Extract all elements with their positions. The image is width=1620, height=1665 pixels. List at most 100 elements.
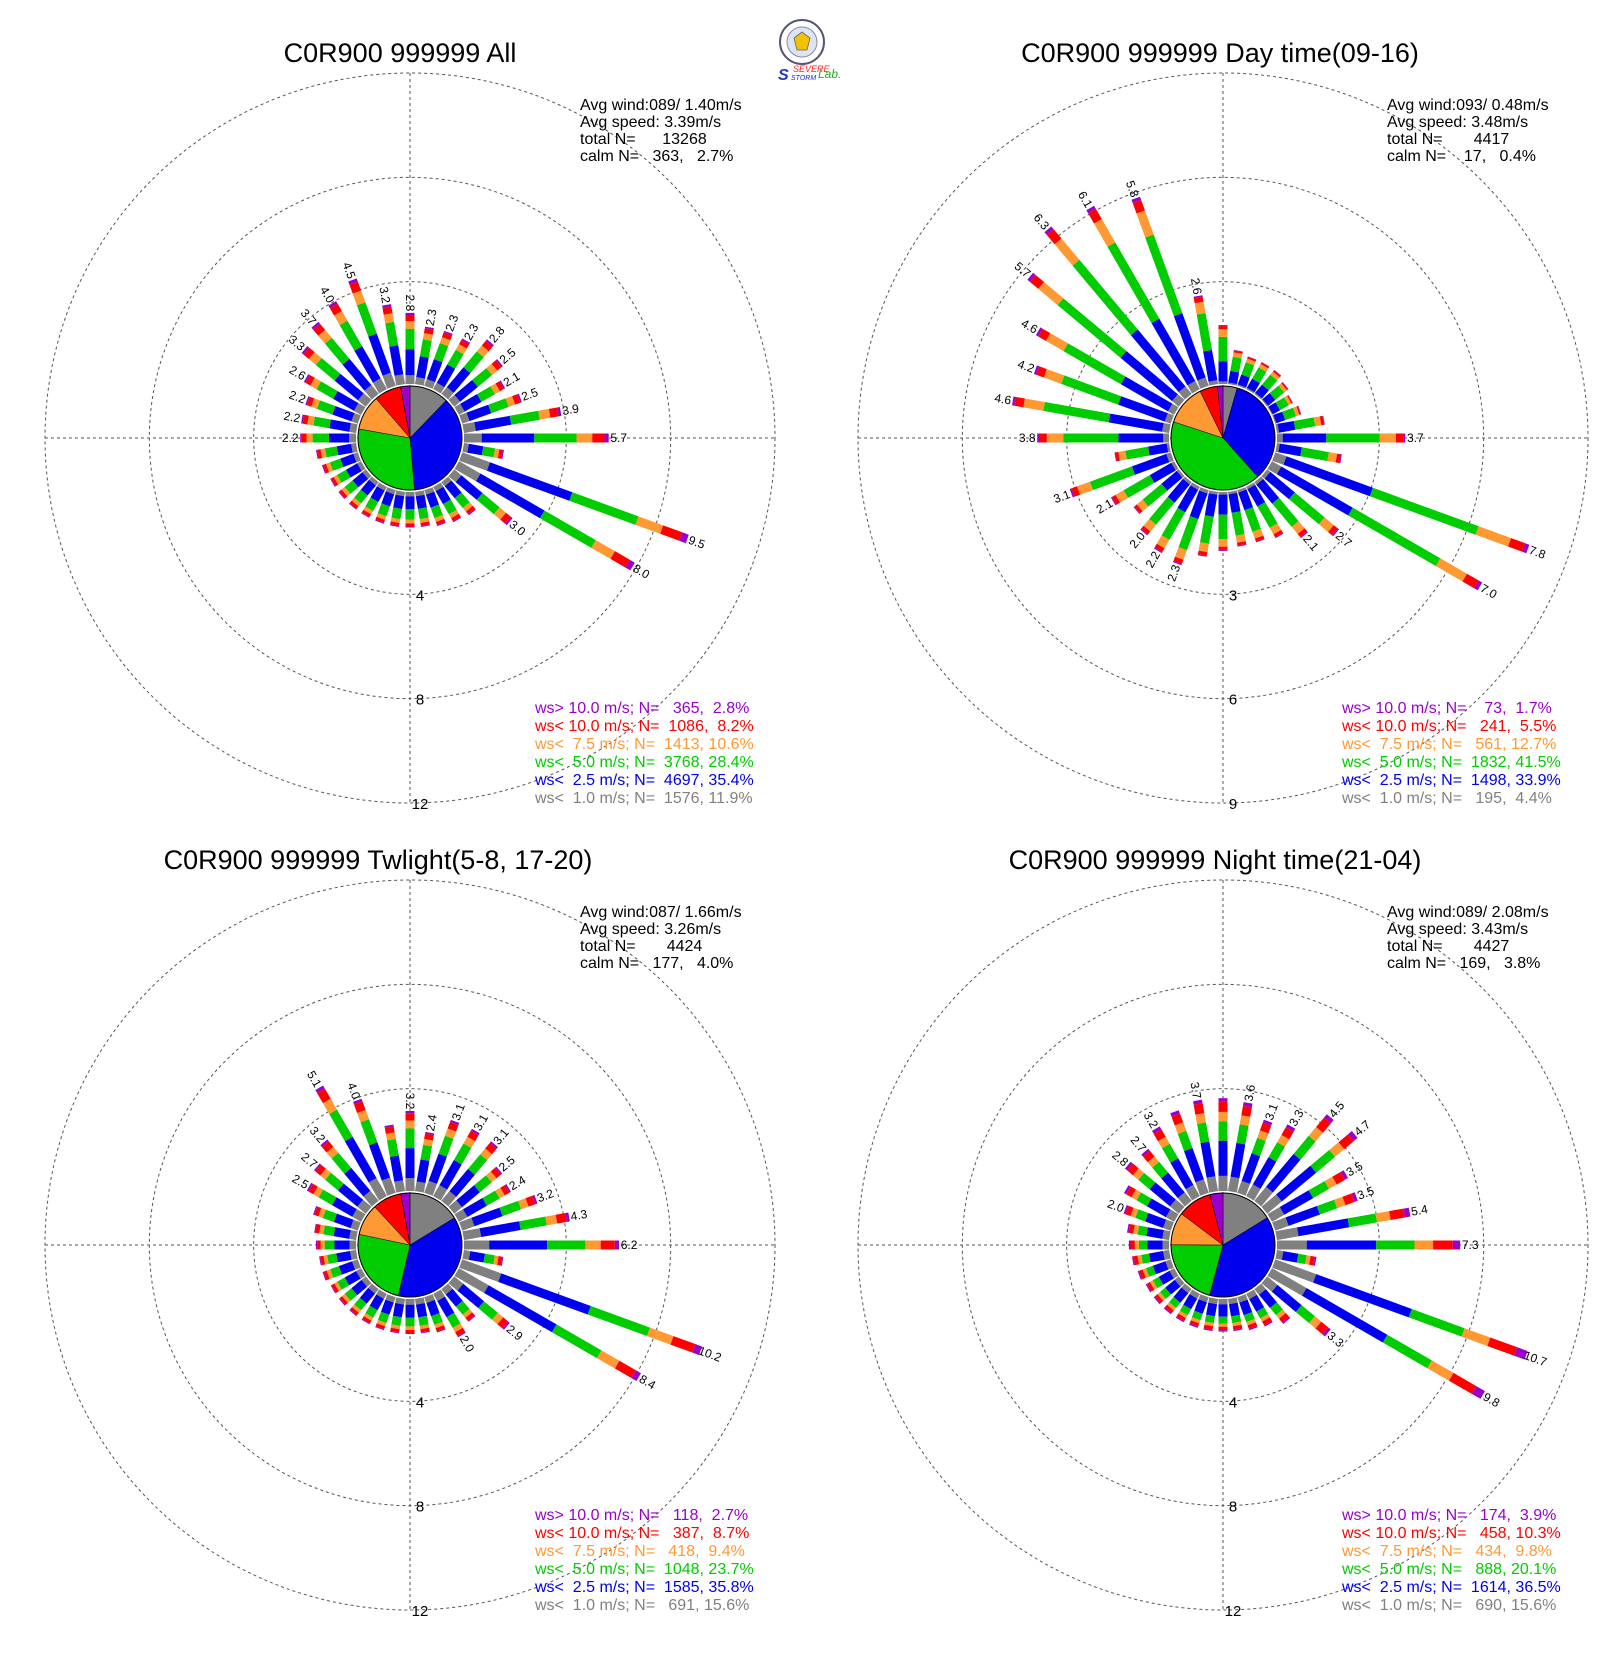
bar-segment xyxy=(1149,1182,1176,1207)
bar-segment xyxy=(1218,1304,1228,1317)
ring-label: 4 xyxy=(416,1394,424,1411)
bar-segment xyxy=(1163,1219,1174,1231)
bar-segment xyxy=(459,339,470,349)
bar-segment xyxy=(315,1224,321,1234)
legend-entry: ws< 5.0 m/s; N= 1832, 41.5% xyxy=(1341,754,1561,771)
direction-bar-270: 2.2 xyxy=(282,431,356,445)
bar-segment xyxy=(1123,1205,1129,1215)
bar-segment xyxy=(303,374,310,383)
bar-segment xyxy=(433,482,444,492)
bar-segment xyxy=(1282,1316,1291,1324)
bar-segment xyxy=(1089,466,1135,491)
bar-segment xyxy=(1323,1114,1334,1124)
bar-segment xyxy=(486,462,573,501)
bar-segment xyxy=(422,333,433,341)
bar-segment xyxy=(436,521,446,527)
bar-segment xyxy=(485,1143,497,1155)
bar-segment xyxy=(1161,507,1186,540)
bar-segment xyxy=(604,433,609,443)
bar-segment xyxy=(363,506,374,515)
legend-entry: ws< 7.5 m/s; N= 434, 9.8% xyxy=(1341,1543,1552,1560)
direction-bar-230 xyxy=(338,469,372,499)
direction-bar-170 xyxy=(1227,1297,1243,1332)
bar-segment xyxy=(433,1185,448,1201)
direction-bar-130: 2.7 xyxy=(1261,469,1355,550)
bar-segment xyxy=(1218,1140,1228,1176)
direction-bar-350: 3.7 xyxy=(1187,1081,1219,1193)
bar-segment xyxy=(323,1270,330,1281)
direction-bar-190 xyxy=(390,1297,406,1334)
direction-bar-70: 3.5 xyxy=(1272,1184,1376,1231)
bar-segment xyxy=(437,1296,455,1318)
direction-bar-170 xyxy=(1227,490,1247,547)
bar-segment xyxy=(313,323,326,336)
bar-segment xyxy=(1275,442,1280,453)
legend-entry: ws> 10.0 m/s; N= 365, 2.8% xyxy=(534,700,749,717)
bar-segment xyxy=(1262,393,1276,406)
bar-segment xyxy=(1149,462,1176,483)
bar-segment xyxy=(1218,1323,1228,1327)
bar-segment xyxy=(1322,415,1325,425)
bar-segment xyxy=(430,504,443,519)
bar-segment xyxy=(1167,478,1190,503)
direction-bar-10 xyxy=(1227,349,1243,386)
bar-segment xyxy=(1045,333,1068,352)
bar-segment xyxy=(1035,327,1043,337)
bar-segment xyxy=(450,1119,460,1125)
bar-segment xyxy=(1131,196,1142,203)
bar-segment xyxy=(1145,1213,1167,1228)
bar-segment xyxy=(328,301,338,309)
direction-bar-140 xyxy=(441,476,476,516)
bar-segment xyxy=(405,1329,415,1333)
legend-entry: ws> 10.0 m/s; N= 118, 2.7% xyxy=(534,1507,748,1524)
bar-segment xyxy=(1266,1153,1301,1193)
logo-emblem xyxy=(793,31,811,51)
bar-segment xyxy=(363,1190,379,1207)
bar-segment xyxy=(477,386,495,402)
bar-segment xyxy=(326,1269,334,1279)
bar-segment xyxy=(390,1324,401,1330)
ring-label: 4 xyxy=(416,587,424,604)
bar-segment xyxy=(1272,1217,1289,1231)
bar-segment xyxy=(376,482,387,491)
bar-segment xyxy=(457,1331,466,1338)
pie-slice xyxy=(357,428,415,491)
bar-segment xyxy=(1193,296,1204,304)
bar-segment xyxy=(329,303,342,316)
bar-segment xyxy=(389,1155,404,1182)
bar-segment xyxy=(1227,490,1238,495)
bar-segment xyxy=(1218,549,1228,551)
bar-segment xyxy=(1203,349,1218,382)
bar-segment xyxy=(1252,1157,1277,1189)
bar-segment xyxy=(1135,1209,1149,1222)
bar-segment xyxy=(456,1185,480,1208)
bar-segment xyxy=(1379,433,1396,443)
bar-segment xyxy=(323,463,330,474)
bar-segment xyxy=(1270,371,1280,381)
bar-segment xyxy=(1038,328,1051,341)
bar-segment xyxy=(519,1216,547,1230)
bar-segment xyxy=(1254,1186,1273,1207)
bar-segment xyxy=(597,1350,620,1369)
bar-segment xyxy=(1128,1224,1135,1234)
bar-segment xyxy=(481,446,496,458)
bar-segment xyxy=(1238,489,1253,511)
pie-outline xyxy=(1170,1192,1276,1298)
bar-segment xyxy=(489,1141,498,1149)
bar-segment xyxy=(369,476,379,486)
bar-segment xyxy=(362,1316,372,1324)
bar-segment xyxy=(337,469,351,483)
bar-segment xyxy=(416,1159,430,1183)
bar-segment xyxy=(314,1206,322,1217)
bar-segment xyxy=(419,517,430,523)
bar-segment xyxy=(424,379,436,389)
bar-segment xyxy=(326,1146,339,1159)
bar-segment xyxy=(1433,1240,1453,1250)
stats-line: total N= 4424 xyxy=(580,938,702,955)
bar-segment xyxy=(433,1289,445,1302)
bar-segment xyxy=(1246,1289,1257,1300)
bar-segment xyxy=(1291,521,1305,534)
bar-segment xyxy=(352,1304,362,1313)
